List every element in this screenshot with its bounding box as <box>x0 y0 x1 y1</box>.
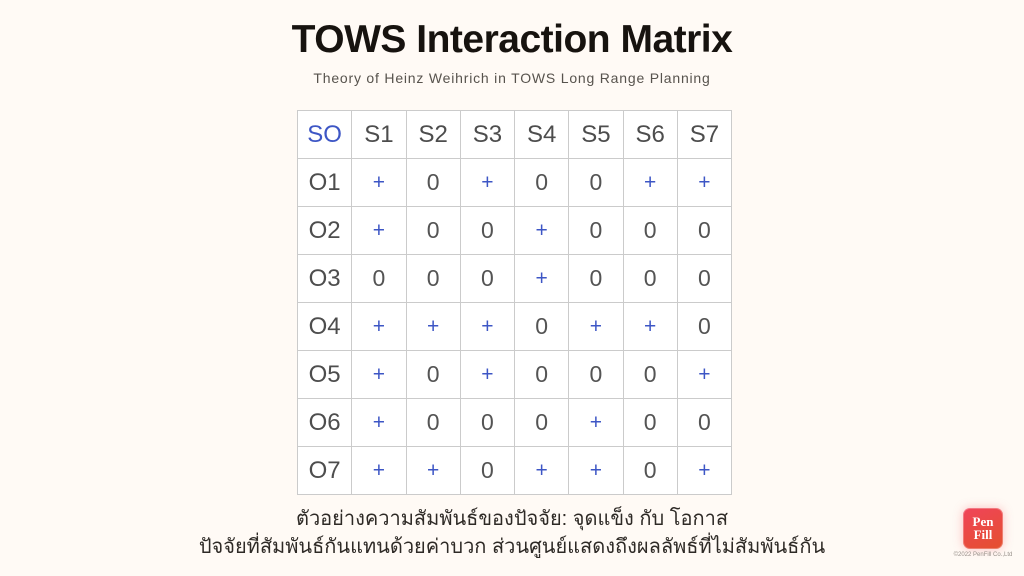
matrix-header-row: SO S1 S2 S3 S4 S5 S6 S7 <box>296 110 733 159</box>
matrix-col-header-S7: S7 <box>676 110 733 159</box>
matrix-cell-O6-S2: 0 <box>405 398 461 447</box>
caption: ตัวอย่างความสัมพันธ์ของปัจจัย: จุดแข็ง ก… <box>0 505 1024 561</box>
matrix-cell-O4-S1: + <box>351 302 407 351</box>
page-title: TOWS Interaction Matrix <box>291 18 733 61</box>
logo-copyright: ©2022 PenFill Co.,Ltd <box>953 552 1013 558</box>
matrix-cell-O1-S3: + <box>459 158 516 207</box>
matrix-cell-O3-S1: 0 <box>351 254 407 303</box>
matrix-cell-O2-S6: 0 <box>622 206 678 255</box>
matrix-header: SO S1 S2 S3 S4 S5 S6 S7 <box>296 110 733 159</box>
matrix-cell-O1-S1: + <box>351 158 407 207</box>
matrix-cell-O7-S7: + <box>676 446 733 495</box>
matrix-cell-O5-S2: 0 <box>405 350 461 399</box>
matrix-cell-O5-S1: + <box>351 350 407 399</box>
matrix-cell-O4-S4: 0 <box>513 302 570 351</box>
matrix-cell-O2-S5: 0 <box>568 206 624 255</box>
logo-word-top: Pen <box>972 514 994 529</box>
matrix-cell-O4-S3: + <box>459 302 516 351</box>
caption-line-2: ปัจจัยที่สัมพันธ์กันแทนด้วยค่าบวก ส่วนศู… <box>198 536 826 558</box>
matrix-row-O1: O1 +0 +0 0 + + <box>296 158 733 207</box>
matrix-row-O2: O2 +0 0 +0 0 0 <box>296 206 733 255</box>
matrix-cell-O6-S5: + <box>568 398 624 447</box>
matrix-cell-O3-S7: 0 <box>676 254 733 303</box>
matrix-row-header-O7: O7 <box>296 446 353 495</box>
matrix-row-header-O5: O5 <box>296 350 353 399</box>
matrix-cell-O5-S7: + <box>676 350 733 399</box>
matrix-cell-O1-S7: + <box>676 158 733 207</box>
matrix-col-header-S4: S4 <box>513 110 570 159</box>
matrix-cell-O1-S4: 0 <box>513 158 570 207</box>
matrix-cell-O5-S6: 0 <box>622 350 678 399</box>
matrix-cell-O4-S6: + <box>622 302 678 351</box>
matrix-row-header-O6: O6 <box>296 398 353 447</box>
matrix-body: O1 +0 +0 0 + + O2 +0 0 +0 0 0 O3 0 0 0 +0 0 0 O4 + + +0 + +0 O5 +0… <box>296 158 733 495</box>
page-subtitle: Theory of Heinz Weihrich in TOWS Long Ra… <box>313 70 711 86</box>
matrix-cell-O5-S5: 0 <box>568 350 624 399</box>
matrix-cell-O2-S2: 0 <box>405 206 461 255</box>
matrix-cell-O5-S4: 0 <box>513 350 570 399</box>
matrix-cell-O2-S3: 0 <box>459 206 516 255</box>
matrix-row-header-O3: O3 <box>296 254 353 303</box>
matrix-cell-O7-S1: + <box>351 446 407 495</box>
matrix-row-O4: O4 + + +0 + +0 <box>296 302 733 351</box>
matrix-row-header-O1: O1 <box>296 158 353 207</box>
matrix-cell-O1-S5: 0 <box>568 158 624 207</box>
matrix-cell-O3-S3: 0 <box>459 254 516 303</box>
matrix-col-header-S1: S1 <box>351 110 407 159</box>
matrix-cell-O5-S3: + <box>459 350 516 399</box>
matrix-cell-O3-S6: 0 <box>622 254 678 303</box>
matrix-col-header-S5: S5 <box>568 110 624 159</box>
logo-word-bottom: Fill <box>973 526 993 542</box>
tows-matrix-table: SO S1 S2 S3 S4 S5 S6 S7 O1 +0 +0 0 + + O2 +0 0 +0 0 0 O3 0 0 0… <box>296 110 733 495</box>
matrix-cell-O4-S2: + <box>405 302 461 351</box>
matrix-cell-O7-S4: + <box>513 446 570 495</box>
matrix-row-O6: O6 +0 0 0 +0 0 <box>296 398 733 447</box>
matrix-cell-O2-S7: 0 <box>676 206 733 255</box>
matrix-cell-O6-S4: 0 <box>513 398 570 447</box>
matrix-col-header-S2: S2 <box>405 110 461 159</box>
matrix-row-O5: O5 +0 +0 0 0 + <box>296 350 733 399</box>
matrix-row-header-O4: O4 <box>296 302 353 351</box>
matrix-cell-O4-S7: 0 <box>676 302 733 351</box>
matrix-row-header-O2: O2 <box>296 206 353 255</box>
penfill-logo: Pen Fill <box>963 508 1003 549</box>
matrix-cell-O6-S6: 0 <box>622 398 678 447</box>
matrix-cell-O7-S3: 0 <box>459 446 516 495</box>
matrix-cell-O6-S1: + <box>351 398 407 447</box>
matrix-row-O3: O3 0 0 0 +0 0 0 <box>296 254 733 303</box>
matrix-col-header-S3: S3 <box>459 110 516 159</box>
matrix-cell-O1-S6: + <box>622 158 678 207</box>
matrix-row-O7: O7 + +0 + +0 + <box>296 446 733 495</box>
matrix-cell-O7-S6: 0 <box>622 446 678 495</box>
matrix-cell-O4-S5: + <box>568 302 624 351</box>
matrix-cell-O3-S4: + <box>513 254 570 303</box>
matrix-cell-O1-S2: 0 <box>405 158 461 207</box>
matrix-cell-O2-S4: + <box>513 206 570 255</box>
caption-line-1: ตัวอย่างความสัมพันธ์ของปัจจัย: จุดแข็ง ก… <box>295 508 729 530</box>
matrix-cell-O2-S1: + <box>351 206 407 255</box>
matrix-col-header-S6: S6 <box>622 110 678 159</box>
matrix-cell-O7-S5: + <box>568 446 624 495</box>
matrix-cell-O7-S2: + <box>405 446 461 495</box>
matrix-cell-O6-S3: 0 <box>459 398 516 447</box>
matrix-corner-header: SO <box>296 110 353 159</box>
matrix-cell-O3-S5: 0 <box>568 254 624 303</box>
matrix-cell-O3-S2: 0 <box>405 254 461 303</box>
matrix-cell-O6-S7: 0 <box>676 398 733 447</box>
